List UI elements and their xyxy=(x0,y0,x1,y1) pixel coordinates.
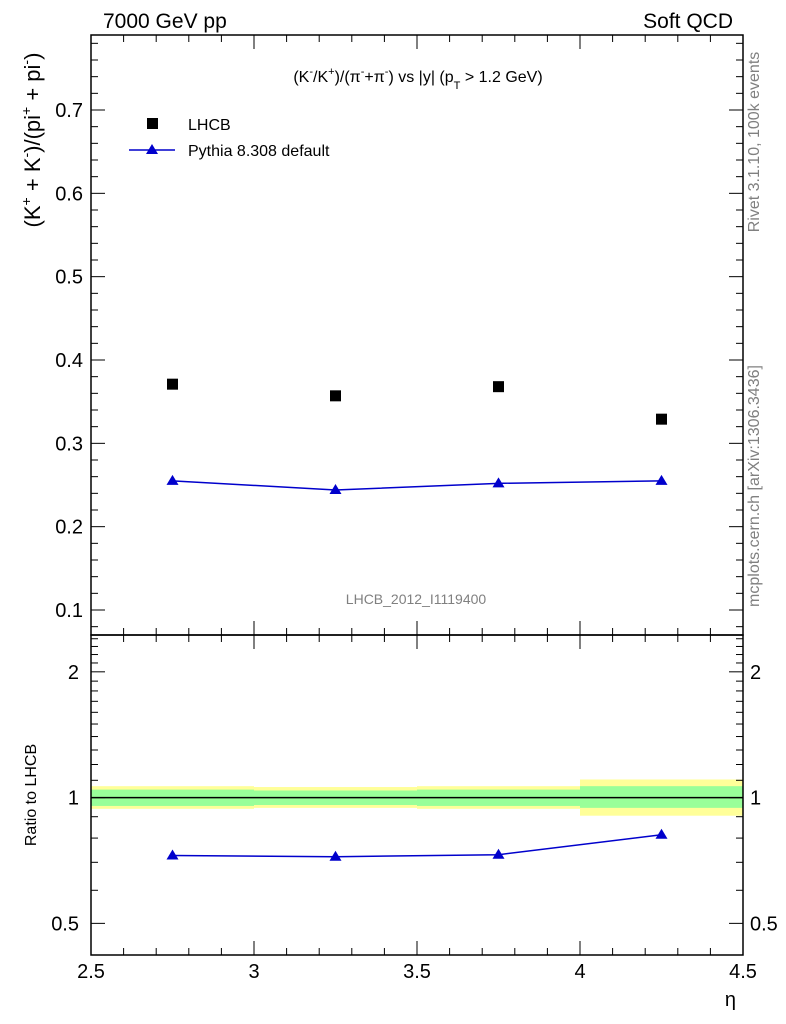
x-axis-label: η xyxy=(725,989,736,1011)
ratio-y-axis-label: Ratio to LHCB xyxy=(23,744,40,846)
pythia-data-point xyxy=(655,474,668,485)
y-label-part: + K xyxy=(20,157,45,197)
x-tick-label: 3.5 xyxy=(403,961,431,983)
ratio-pythia-line xyxy=(172,833,662,858)
analysis-id-watermark: LHCB_2012_I1119400 xyxy=(346,591,487,607)
ratio-y-tick-label-right: 0.5 xyxy=(750,913,778,935)
ratio-y-tick-label-right: 2 xyxy=(750,662,761,684)
ratio-y-tick-label-left: 0.5 xyxy=(51,913,79,935)
y-tick-label: 0.7 xyxy=(55,100,83,122)
y-tick-label: 0.1 xyxy=(55,600,83,622)
lhcb-data-point xyxy=(330,390,341,402)
pythia-data-point xyxy=(166,474,179,485)
y-tick-label: 0.4 xyxy=(55,350,83,372)
ratio-y-tick-label-right: 1 xyxy=(750,788,761,810)
x-tick-label: 4 xyxy=(574,961,585,983)
ratio-y-tick-label-left: 2 xyxy=(68,662,79,684)
legend-label-lhcb: LHCB xyxy=(188,117,231,134)
lhcb-data-point xyxy=(167,378,178,390)
x-tick-label: 4.5 xyxy=(729,961,757,983)
legend: LHCB Pythia 8.308 default xyxy=(129,117,330,160)
title-part: /K xyxy=(313,69,328,86)
y-label-part: - xyxy=(18,60,34,65)
y-tick-label: 0.6 xyxy=(55,183,83,205)
title-part: - xyxy=(361,66,365,78)
pythia-line xyxy=(172,480,662,491)
mcplots-label: mcplots.cern.ch [arXiv:1306.3436] xyxy=(746,365,763,607)
x-tick-label: 3 xyxy=(248,961,259,983)
ratio-pythia-point xyxy=(329,850,342,861)
y-label-part: (K xyxy=(20,205,45,227)
plot-title: (K-/K+)/(π-+π-) vs |y| (pT > 1.2 GeV) xyxy=(293,66,542,92)
pythia-data-point xyxy=(492,477,505,488)
lhcb-data-point xyxy=(493,381,504,393)
y-label-part: + pi xyxy=(20,65,45,107)
ratio-pythia-point xyxy=(655,828,668,839)
ratio-pythia-point xyxy=(166,849,179,860)
y-axis-label: (K+ + K-)/(pi+ + pi-) xyxy=(18,53,45,228)
title-part: > 1.2 GeV) xyxy=(460,69,542,86)
y-tick-label: 0.5 xyxy=(55,267,83,289)
y-label-part: - xyxy=(18,153,34,158)
ratio-panel: 0.5 0.5 1 1 2 2 2.5 3 3.5 4 4.5 Ratio to LHCB η xyxy=(23,634,778,1011)
legend-marker-lhcb xyxy=(147,118,158,129)
y-label-part: )/(pi xyxy=(20,115,45,153)
y-tick-label: 0.3 xyxy=(55,433,83,455)
y-label-part: + xyxy=(18,107,34,115)
title-part: ) vs |y| (p xyxy=(388,69,453,86)
y-label-part: ) xyxy=(20,53,45,60)
title-part: - xyxy=(385,66,389,78)
header-energy: 7000 GeV pp xyxy=(103,10,227,33)
title-part: +π xyxy=(364,69,384,86)
ratio-frame xyxy=(90,634,744,956)
pythia-data-point xyxy=(329,484,342,494)
title-part: T xyxy=(454,80,461,92)
ratio-y-tick-label-left: 1 xyxy=(68,788,79,810)
ratio-pythia-point xyxy=(492,848,505,859)
title-part: + xyxy=(328,66,334,78)
lhcb-data-point xyxy=(656,413,667,425)
main-panel: 0.10.20.30.40.50.60.7(K-/K+)/(π-+π-) vs … xyxy=(18,34,744,636)
y-label-part: + xyxy=(18,197,34,205)
title-part: (K xyxy=(293,69,309,86)
legend-label-pythia: Pythia 8.308 default xyxy=(188,143,330,160)
x-tick-label: 2.5 xyxy=(77,961,105,983)
legend-marker-pythia xyxy=(146,144,158,154)
title-part: - xyxy=(309,66,313,78)
title-part: )/(π xyxy=(335,69,361,86)
header-category: Soft QCD xyxy=(643,10,733,33)
rivet-version-label: Rivet 3.1.10, 100k events xyxy=(746,52,763,233)
y-tick-label: 0.2 xyxy=(55,517,83,539)
